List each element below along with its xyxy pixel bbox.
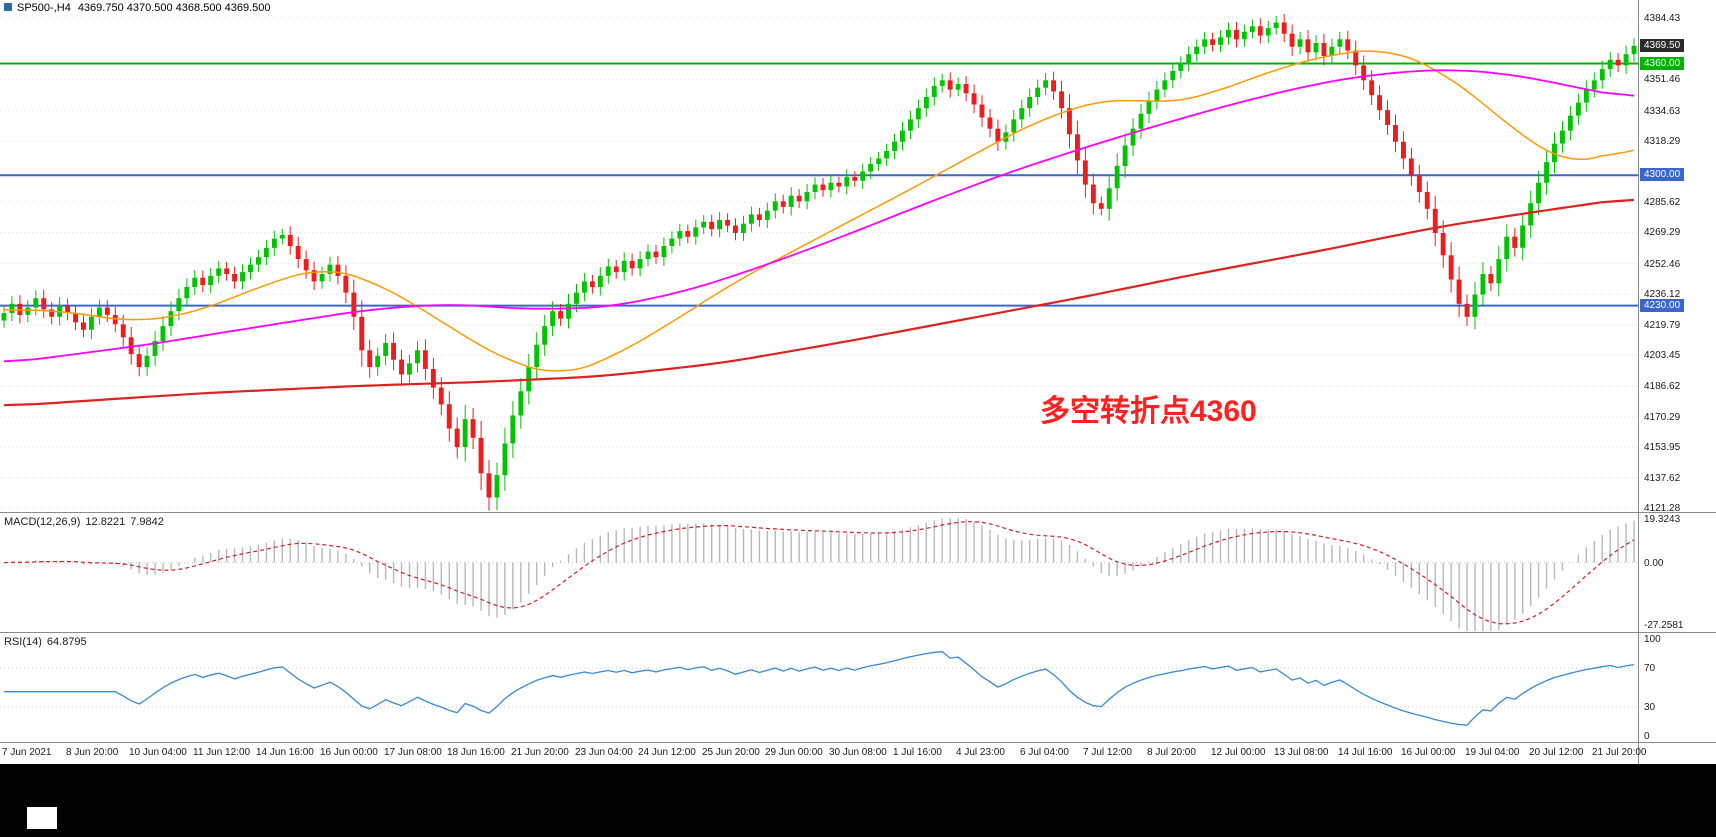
time-tick-label: 8 Jul 20:00 xyxy=(1147,747,1196,758)
time-tick-label: 30 Jun 08:00 xyxy=(829,747,887,758)
macd-panel[interactable]: MACD(12,26,9) 12.8221 7.9842 xyxy=(0,513,1638,632)
footer-bar xyxy=(0,764,1716,837)
time-tick-label: 11 Jun 12:00 xyxy=(193,747,251,758)
time-tick-label: 4 Jul 23:00 xyxy=(956,747,1005,758)
time-tick-label: 8 Jun 20:00 xyxy=(66,747,119,758)
price-tick-label: 4285.62 xyxy=(1644,197,1681,208)
price-axis[interactable]: 4384.43 4351.46 4334.63 4318.29 4285.62 4269.… xyxy=(1638,0,1716,512)
time-tick-label: 13 Jul 08:00 xyxy=(1274,747,1329,758)
rsi-tick-label: 100 xyxy=(1644,634,1661,645)
macd-row: MACD(12,26,9) 12.8221 7.9842 19.3243 0.00 -2… xyxy=(0,512,1716,632)
macd-tick-label: -27.2581 xyxy=(1644,620,1684,631)
time-axis-row: 7 Jun 2021 8 Jun 20:00 10 Jun 04:00 11 Jun … xyxy=(0,742,1716,764)
time-tick-label: 16 Jul 00:00 xyxy=(1401,747,1456,758)
chart-annotation: 多空转折点4360 xyxy=(1040,395,1257,428)
axis-corner xyxy=(1638,743,1716,764)
price-tick-label: 4186.62 xyxy=(1644,381,1681,392)
time-tick-label: 14 Jun 16:00 xyxy=(256,747,314,758)
chart-title: SP500-,H4 4369.750 4370.500 4368.500 4369… xyxy=(4,2,271,14)
macd-axis[interactable]: 19.3243 0.00 -27.2581 xyxy=(1638,513,1716,632)
price-tick-label: 4351.46 xyxy=(1644,74,1681,85)
hline-price-box: 4360.00 xyxy=(1640,57,1685,70)
rsi-label: RSI(14) 64.8795 xyxy=(4,636,92,648)
price-tick-label: 4269.29 xyxy=(1644,227,1681,238)
time-tick-label: 7 Jun 2021 xyxy=(2,747,52,758)
time-tick-label: 29 Jun 00:00 xyxy=(765,747,823,758)
rsi-tick-label: 0 xyxy=(1644,731,1650,742)
ohlc-quotes: 4369.750 4370.500 4368.500 4369.500 xyxy=(77,2,271,14)
price-tick-label: 4236.12 xyxy=(1644,289,1681,300)
rsi-tick-label: 70 xyxy=(1644,663,1656,674)
macd-tick-label: 19.3243 xyxy=(1644,514,1681,525)
price-chart-row: SP500-,H4 4369.750 4370.500 4368.500 4369… xyxy=(0,0,1716,512)
time-tick-label: 24 Jun 12:00 xyxy=(638,747,696,758)
time-tick-label: 20 Jul 12:00 xyxy=(1529,747,1584,758)
time-tick-label: 23 Jun 04:00 xyxy=(575,747,633,758)
time-tick-label: 16 Jun 00:00 xyxy=(320,747,378,758)
current-price-box: 4369.50 xyxy=(1640,39,1685,52)
price-tick-label: 4318.29 xyxy=(1644,136,1681,147)
rsi-row: RSI(14) 64.8795 100 70 30 0 xyxy=(0,632,1716,742)
time-tick-label: 12 Jul 00:00 xyxy=(1211,747,1266,758)
price-tick-label: 4153.95 xyxy=(1644,442,1681,453)
price-tick-label: 4203.45 xyxy=(1644,350,1681,361)
macd-value-main: 12.8221 xyxy=(85,516,126,528)
price-tick-label: 4219.79 xyxy=(1644,320,1681,331)
time-tick-label: 21 Jun 20:00 xyxy=(511,747,569,758)
hline-price-box: 4300.00 xyxy=(1640,168,1685,181)
price-chart-panel[interactable]: SP500-,H4 4369.750 4370.500 4368.500 4369… xyxy=(0,0,1638,512)
footer-white-box xyxy=(27,807,57,829)
time-tick-label: 14 Jul 16:00 xyxy=(1338,747,1393,758)
macd-canvas[interactable] xyxy=(0,513,1638,632)
time-tick-label: 6 Jul 04:00 xyxy=(1020,747,1069,758)
price-tick-label: 4170.29 xyxy=(1644,412,1681,423)
rsi-value: 64.8795 xyxy=(46,636,87,648)
time-axis[interactable]: 7 Jun 2021 8 Jun 20:00 10 Jun 04:00 11 Jun … xyxy=(0,743,1647,764)
macd-name: MACD(12,26,9) xyxy=(4,516,81,528)
price-tick-label: 4121.28 xyxy=(1644,503,1681,512)
time-tick-label: 10 Jun 04:00 xyxy=(129,747,187,758)
rsi-canvas[interactable] xyxy=(0,633,1638,742)
time-tick-label: 7 Jul 12:00 xyxy=(1083,747,1132,758)
hline-price-box: 4230.00 xyxy=(1640,299,1685,312)
time-tick-label: 19 Jul 04:00 xyxy=(1465,747,1520,758)
price-tick-label: 4384.43 xyxy=(1644,13,1681,24)
symbol-period-label: SP500-,H4 xyxy=(17,2,71,14)
price-tick-label: 4334.63 xyxy=(1644,106,1681,117)
price-chart-canvas[interactable] xyxy=(0,0,1638,512)
time-tick-label: 1 Jul 16:00 xyxy=(893,747,942,758)
macd-value-signal: 7.9842 xyxy=(130,516,164,528)
time-tick-label: 18 Jun 16:00 xyxy=(447,747,505,758)
time-tick-label: 21 Jul 20:00 xyxy=(1592,747,1647,758)
rsi-axis[interactable]: 100 70 30 0 xyxy=(1638,633,1716,742)
macd-tick-label: 0.00 xyxy=(1644,558,1664,569)
time-tick-label: 17 Jun 08:00 xyxy=(384,747,442,758)
time-tick-label: 25 Jun 20:00 xyxy=(702,747,760,758)
price-tick-label: 4137.62 xyxy=(1644,473,1681,484)
rsi-tick-label: 30 xyxy=(1644,702,1656,713)
rsi-panel[interactable]: RSI(14) 64.8795 xyxy=(0,633,1638,742)
symbol-icon xyxy=(4,3,12,11)
price-tick-label: 4252.46 xyxy=(1644,259,1681,270)
macd-label: MACD(12,26,9) 12.8221 7.9842 xyxy=(4,516,169,528)
rsi-name: RSI(14) xyxy=(4,636,42,648)
